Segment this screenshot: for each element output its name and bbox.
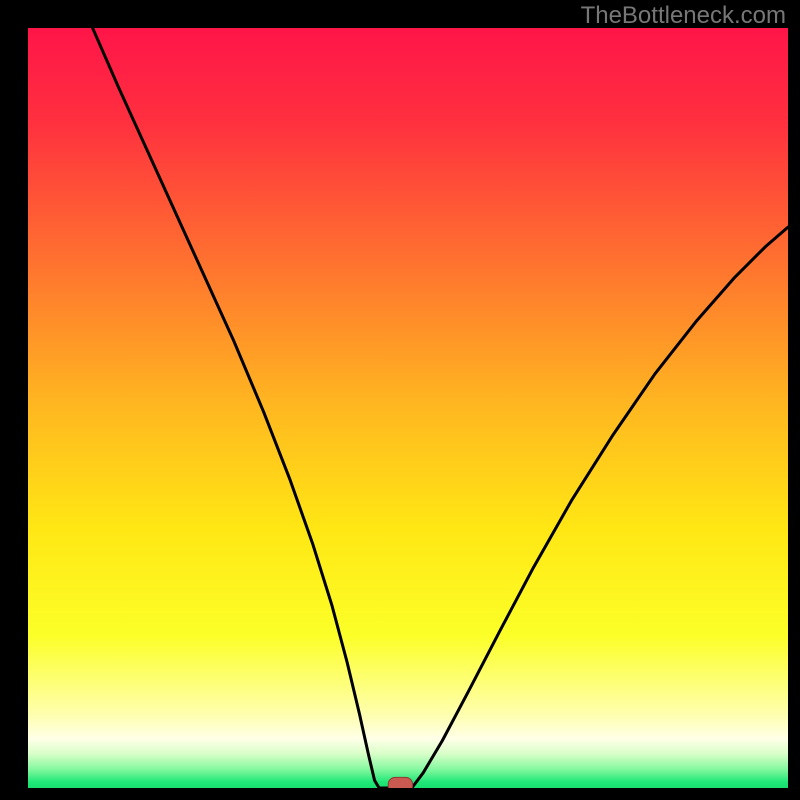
plot-area — [28, 28, 788, 788]
watermark-text: TheBottleneck.com — [581, 2, 786, 30]
plot-svg — [28, 28, 788, 788]
frame-left — [0, 0, 28, 800]
frame-bottom — [0, 788, 800, 800]
minimum-marker — [388, 777, 412, 788]
frame-right — [788, 0, 800, 800]
